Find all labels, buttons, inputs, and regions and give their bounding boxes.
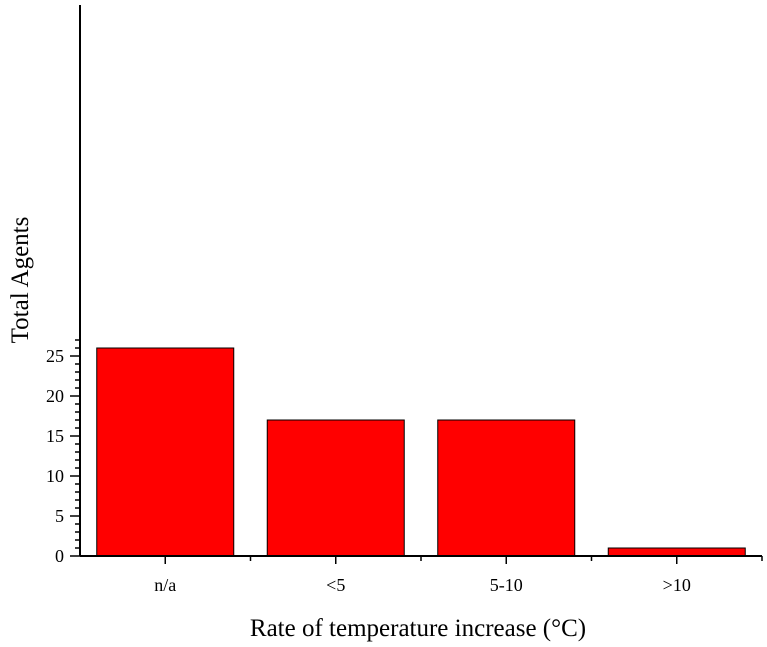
bar-1 [266, 419, 405, 557]
y-tick-label: 20 [46, 386, 64, 406]
y-axis-title: Total Agents [7, 217, 34, 344]
y-tick-label: 0 [55, 546, 64, 566]
x-tick-label: n/a [154, 575, 176, 595]
y-tick-label: 25 [46, 346, 64, 366]
y-tick-label: 15 [46, 426, 64, 446]
x-tick-label: 5-10 [490, 575, 523, 595]
bar-3 [607, 547, 746, 557]
y-tick-label: 10 [46, 466, 64, 486]
x-tick-label: >10 [663, 575, 691, 595]
y-tick-label: 5 [55, 506, 64, 526]
x-tick-label: <5 [326, 575, 345, 595]
bar-0 [96, 347, 235, 557]
x-axis-title: Rate of temperature increase (°C) [250, 615, 586, 642]
bar-2 [437, 419, 576, 557]
bars [96, 347, 746, 557]
axes: 0 5 10 15 20 25 n/a <5 5-10 >10 [46, 5, 763, 595]
